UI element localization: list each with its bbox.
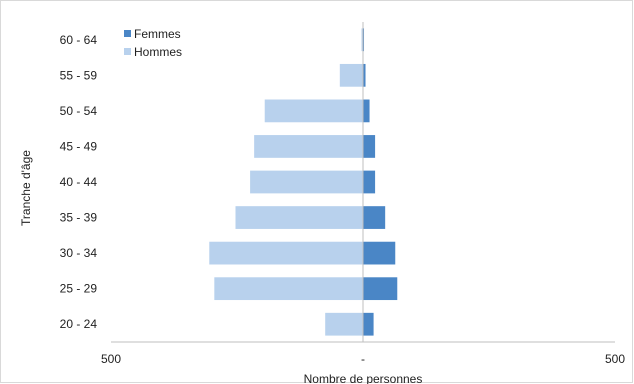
bar-femmes-60-64 bbox=[363, 28, 365, 52]
bar-femmes-55-59 bbox=[363, 63, 366, 87]
x-tick-label: - bbox=[361, 352, 365, 366]
bar-femmes-25-29 bbox=[363, 277, 398, 301]
y-tick-label: 30 - 34 bbox=[60, 246, 98, 260]
bar-hommes-30-34 bbox=[209, 241, 363, 265]
legend-swatch-femmes bbox=[124, 30, 131, 37]
x-tick-labels: 500 - 500 bbox=[101, 352, 625, 366]
bar-femmes-40-44 bbox=[363, 170, 376, 194]
y-axis-title: Tranche d'âge bbox=[19, 150, 33, 226]
legend: Femmes Hommes bbox=[124, 27, 182, 59]
y-tick-label: 20 - 24 bbox=[60, 317, 98, 331]
y-tick-label: 45 - 49 bbox=[60, 139, 98, 153]
legend-label-femmes: Femmes bbox=[134, 27, 181, 41]
y-tick-label: 55 - 59 bbox=[60, 68, 98, 82]
bar-hommes-40-44 bbox=[250, 170, 363, 194]
bar-femmes-20-24 bbox=[363, 312, 374, 336]
bar-hommes-55-59 bbox=[339, 63, 363, 87]
femmes-bars bbox=[363, 28, 398, 336]
legend-label-hommes: Hommes bbox=[134, 45, 182, 59]
bar-hommes-20-24 bbox=[325, 312, 363, 336]
y-tick-label: 50 - 54 bbox=[60, 104, 98, 118]
bar-hommes-50-54 bbox=[264, 99, 363, 123]
bar-hommes-35-39 bbox=[235, 206, 363, 229]
bar-femmes-50-54 bbox=[363, 99, 370, 123]
x-tick-label: 500 bbox=[605, 352, 625, 366]
legend-swatch-hommes bbox=[124, 48, 131, 55]
hommes-bars bbox=[209, 28, 363, 336]
x-tick-label: 500 bbox=[101, 352, 121, 366]
bar-femmes-30-34 bbox=[363, 241, 396, 265]
y-tick-labels: 20 - 24 25 - 29 30 - 34 35 - 39 40 - 44 45 - … bbox=[60, 33, 98, 331]
y-tick-label: 40 - 44 bbox=[60, 175, 98, 189]
bar-femmes-45-49 bbox=[363, 135, 376, 158]
x-axis-title: Nombre de personnes bbox=[304, 372, 423, 384]
bar-hommes-45-49 bbox=[254, 135, 363, 158]
bar-femmes-35-39 bbox=[363, 206, 386, 229]
bar-hommes-60-64 bbox=[361, 28, 363, 52]
y-tick-label: 60 - 64 bbox=[60, 33, 98, 47]
y-tick-label: 25 - 29 bbox=[60, 282, 98, 296]
bar-hommes-25-29 bbox=[214, 277, 363, 301]
y-tick-label: 35 - 39 bbox=[60, 211, 98, 225]
